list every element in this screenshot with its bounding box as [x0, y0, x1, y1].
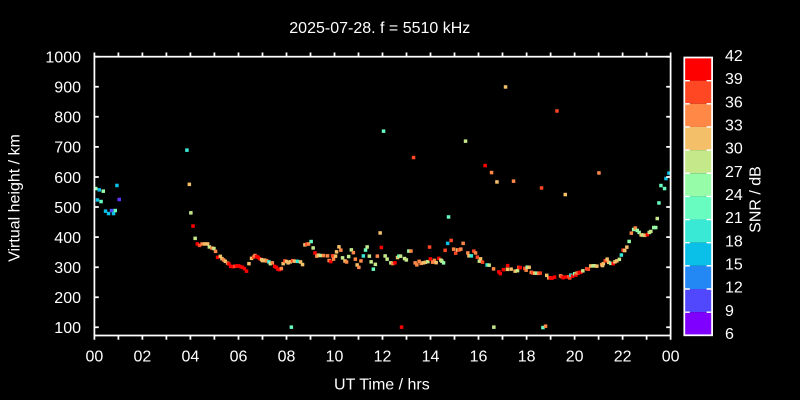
- svg-text:800: 800: [54, 110, 81, 127]
- svg-text:600: 600: [54, 170, 81, 187]
- svg-text:00: 00: [86, 349, 104, 366]
- svg-text:18: 18: [725, 233, 743, 250]
- svg-text:18: 18: [518, 349, 536, 366]
- svg-text:33: 33: [725, 118, 743, 135]
- svg-text:UT Time / hrs: UT Time / hrs: [334, 376, 430, 393]
- svg-text:100: 100: [54, 320, 81, 337]
- svg-text:SNR / dB: SNR / dB: [748, 166, 765, 233]
- svg-text:24: 24: [725, 187, 743, 204]
- svg-text:2025-07-28. f = 5510 kHz: 2025-07-28. f = 5510 kHz: [289, 20, 470, 37]
- svg-text:30: 30: [725, 141, 743, 158]
- svg-text:06: 06: [230, 349, 248, 366]
- svg-text:900: 900: [54, 80, 81, 97]
- svg-text:700: 700: [54, 140, 81, 157]
- svg-text:200: 200: [54, 290, 81, 307]
- svg-text:500: 500: [54, 200, 81, 217]
- svg-text:02: 02: [134, 349, 152, 366]
- svg-text:1000: 1000: [45, 50, 81, 67]
- svg-text:12: 12: [725, 280, 743, 297]
- svg-text:14: 14: [422, 349, 440, 366]
- svg-text:04: 04: [182, 349, 200, 366]
- svg-text:10: 10: [326, 349, 344, 366]
- svg-text:12: 12: [374, 349, 392, 366]
- svg-text:300: 300: [54, 260, 81, 277]
- svg-text:20: 20: [566, 349, 584, 366]
- svg-text:22: 22: [614, 349, 632, 366]
- svg-text:08: 08: [278, 349, 296, 366]
- svg-text:21: 21: [725, 210, 743, 227]
- svg-text:36: 36: [725, 94, 743, 111]
- svg-text:9: 9: [725, 303, 734, 320]
- svg-text:16: 16: [470, 349, 488, 366]
- svg-text:15: 15: [725, 256, 743, 273]
- svg-text:42: 42: [725, 48, 743, 65]
- svg-text:Virtual height / km: Virtual height / km: [7, 134, 24, 262]
- svg-text:00: 00: [662, 349, 680, 366]
- svg-text:400: 400: [54, 230, 81, 247]
- svg-text:6: 6: [725, 326, 734, 343]
- svg-text:27: 27: [725, 164, 743, 181]
- svg-text:39: 39: [725, 71, 743, 88]
